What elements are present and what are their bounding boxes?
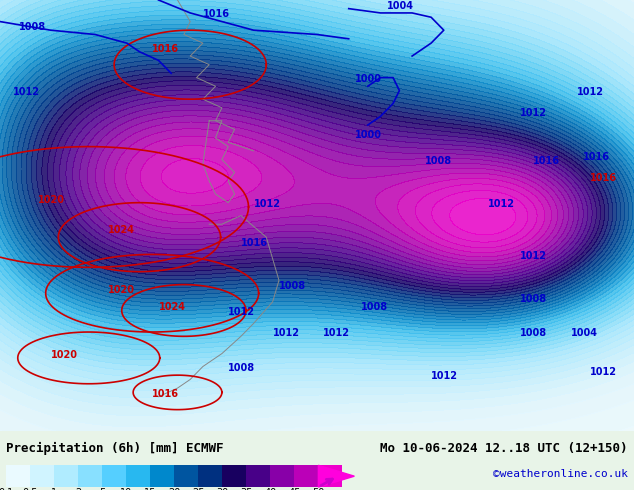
Bar: [30, 466, 55, 487]
Text: 15: 15: [144, 488, 157, 490]
Bar: [318, 466, 342, 487]
Text: 1012: 1012: [431, 371, 458, 381]
Text: 1020: 1020: [38, 195, 65, 205]
Text: 30: 30: [216, 488, 228, 490]
Text: 35: 35: [240, 488, 252, 490]
Text: 1016: 1016: [152, 44, 179, 54]
Text: 1004: 1004: [387, 0, 414, 11]
Bar: [198, 466, 223, 487]
Text: 1016: 1016: [590, 173, 617, 183]
Text: 2: 2: [75, 488, 82, 490]
Bar: [126, 466, 150, 487]
Text: 1020: 1020: [108, 285, 135, 295]
Text: 1012: 1012: [228, 307, 256, 317]
Text: 1000: 1000: [355, 130, 382, 140]
Text: 1012: 1012: [488, 199, 515, 209]
Text: 45: 45: [288, 488, 301, 490]
Text: 1016: 1016: [203, 9, 230, 19]
Text: 1012: 1012: [13, 87, 40, 97]
Text: 20: 20: [168, 488, 181, 490]
Text: 10: 10: [120, 488, 133, 490]
Text: 1008: 1008: [228, 363, 256, 373]
Text: 1024: 1024: [108, 225, 135, 235]
Text: 1016: 1016: [241, 238, 268, 248]
Text: 40: 40: [264, 488, 276, 490]
Text: ©weatheronline.co.uk: ©weatheronline.co.uk: [493, 469, 628, 479]
Text: 1016: 1016: [533, 156, 560, 166]
Text: 1012: 1012: [577, 87, 604, 97]
Text: 1016: 1016: [152, 389, 179, 399]
Text: 25: 25: [192, 488, 205, 490]
Bar: [223, 466, 247, 487]
Bar: [294, 466, 318, 487]
Text: 1000: 1000: [355, 74, 382, 84]
Text: 1012: 1012: [590, 367, 617, 377]
Text: Precipitation (6h) [mm] ECMWF: Precipitation (6h) [mm] ECMWF: [6, 442, 224, 455]
Text: 1008: 1008: [279, 281, 306, 291]
Text: 1012: 1012: [254, 199, 281, 209]
Bar: [174, 466, 198, 487]
Text: 1012: 1012: [520, 251, 547, 261]
Text: 1008: 1008: [19, 22, 46, 32]
Text: 0.1: 0.1: [0, 488, 14, 490]
Text: 1008: 1008: [361, 302, 389, 313]
Text: 1024: 1024: [158, 302, 186, 313]
Text: 1: 1: [51, 488, 58, 490]
Text: 0.5: 0.5: [23, 488, 38, 490]
Text: 1012: 1012: [520, 108, 547, 119]
Text: 1008: 1008: [425, 156, 452, 166]
Text: 1012: 1012: [273, 328, 300, 338]
Text: 1016: 1016: [583, 151, 611, 162]
Bar: [247, 466, 270, 487]
Bar: [102, 466, 126, 487]
Text: 1004: 1004: [571, 328, 598, 338]
Bar: [150, 466, 174, 487]
Bar: [270, 466, 294, 487]
Text: 1008: 1008: [520, 294, 547, 304]
Bar: [55, 466, 79, 487]
Text: 50: 50: [312, 488, 325, 490]
Text: 5: 5: [99, 488, 105, 490]
Text: 1020: 1020: [51, 350, 78, 360]
Bar: [79, 466, 102, 487]
Text: 1012: 1012: [323, 328, 351, 338]
Bar: [6, 466, 30, 487]
Text: Mo 10-06-2024 12..18 UTC (12+150): Mo 10-06-2024 12..18 UTC (12+150): [380, 442, 628, 455]
Text: 1008: 1008: [520, 328, 547, 338]
Polygon shape: [318, 466, 354, 487]
